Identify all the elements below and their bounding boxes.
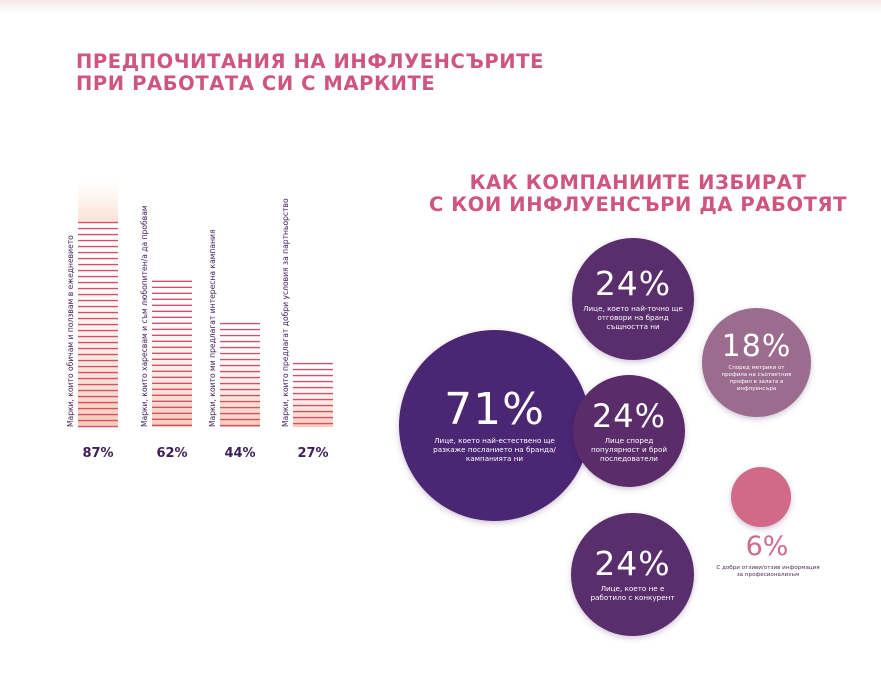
bar-fill (152, 281, 192, 427)
bubble-24-no-competitor: 24% Лице, което не е работило с конкурен… (571, 513, 694, 636)
bar-fill (220, 323, 260, 427)
bubble-71: 71% Лице, което най-естествено ще разкаж… (399, 330, 590, 521)
bubble-value: 24% (594, 544, 671, 583)
bubble-description: Лице, което не е работило с конкурент (590, 584, 675, 602)
bubble-description: Лице според популярност и брой последова… (590, 435, 668, 463)
bubble-value: 24% (594, 264, 672, 303)
bar-glow (78, 180, 118, 223)
top-band (0, 0, 881, 14)
bubble-value: 24% (591, 396, 667, 435)
bar-value-label: 44% (224, 446, 255, 461)
title-line-1: КАК КОМПАНИИТЕ ИЗБИРАТ (469, 171, 807, 194)
bar-value-label: 87% (82, 446, 113, 461)
bar-category-label: Марки, които харесвам и съм любопитен/а … (140, 205, 149, 427)
bubble-description: Според метрики от профила на съответния … (721, 365, 792, 392)
bubble-value: 18% (721, 329, 792, 364)
bubble-24-popularity: 24% Лице според популярност и брой после… (573, 375, 685, 487)
title-line-1: ПРЕДПОЧИТАНИЯ НА ИНФЛУЕНСЪРИТЕ (76, 50, 545, 73)
bubble-6 (731, 467, 791, 527)
influencer-preferences-bar-chart: Марки, които обичам и ползвам в ежедневи… (66, 180, 333, 461)
bubble-6-value: 6% (745, 531, 789, 562)
bubble-description: Лице, което най-точно ще отговори на бра… (583, 304, 683, 331)
title-line-2: ПРИ РАБОТАТА СИ С МАРКИТЕ (76, 72, 436, 95)
bar-fill (293, 363, 333, 427)
bubble-18-metrics: 18% Според метрики от профила на съответ… (702, 308, 811, 417)
bubble-value: 71% (444, 384, 545, 435)
bar-1: Марки, които обичам и ползвам в ежедневи… (66, 180, 118, 461)
bar-4: Марки, които предлагат добри условия за … (281, 198, 333, 461)
bubble-24-brand-essence: 24% Лице, което най-точно ще отговори на… (572, 238, 694, 360)
bar-3: Марки, които ми предлагат интересна камп… (208, 229, 260, 461)
title-line-2: С КОИ ИНФЛУЕНСЪРИ ДА РАБОТЯТ (428, 193, 848, 216)
bubble-6-description: С добри отзиви/отзив информация за профе… (716, 565, 820, 578)
bar-category-label: Марки, които предлагат добри условия за … (281, 198, 290, 427)
bubble-description: Лице, което най-естествено ще разкаже по… (433, 436, 556, 463)
chart-title-influencer-preferences: ПРЕДПОЧИТАНИЯ НА ИНФЛУЕНСЪРИТЕ ПРИ РАБОТ… (76, 51, 544, 95)
bar-category-label: Марки, които ми предлагат интересна камп… (208, 229, 217, 427)
bar-value-label: 27% (297, 446, 328, 461)
chart-title-company-selection: КАК КОМПАНИИТЕ ИЗБИРАТ С КОИ ИНФЛУЕНСЪРИ… (418, 172, 858, 216)
bar-category-label: Марки, които обичам и ползвам в ежедневи… (66, 235, 75, 427)
bar-value-label: 62% (156, 446, 187, 461)
bar-2: Марки, които харесвам и съм любопитен/а … (140, 205, 192, 461)
